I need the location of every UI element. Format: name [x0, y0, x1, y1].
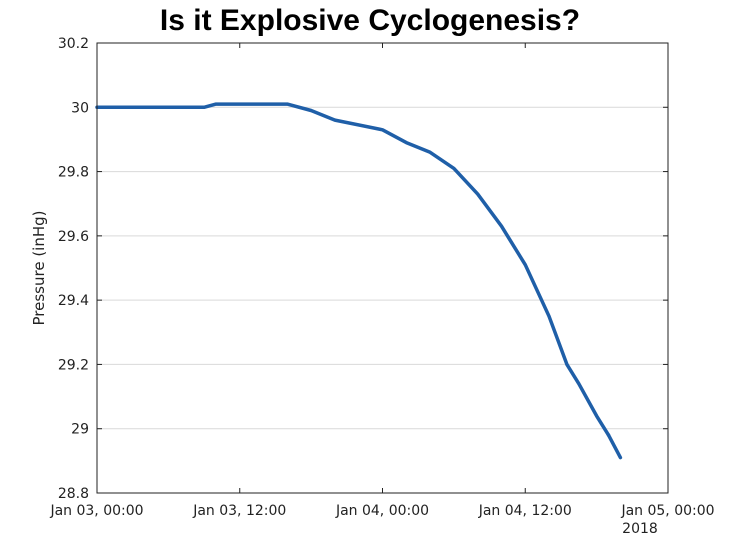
- chart-title: Is it Explosive Cyclogenesis?: [160, 4, 580, 37]
- y-tick-label: 30: [71, 100, 89, 116]
- x-tick-label: Jan 04, 00:00: [335, 503, 429, 519]
- x-axis-year-label: 2018: [622, 521, 658, 537]
- x-tick-label: Jan 05, 00:00: [620, 503, 714, 519]
- x-axis-ticks: Jan 03, 00:00 Jan 03, 12:00 Jan 04, 00:00 J…: [49, 43, 715, 519]
- y-tick-label: 29.4: [58, 293, 89, 309]
- y-tick-label: 29.2: [58, 357, 89, 373]
- series-group: [95, 102, 623, 460]
- pressure-series-line: [606, 433, 623, 460]
- gridlines: [97, 42, 668, 494]
- y-tick-label: 28.8: [58, 486, 89, 502]
- y-tick-label: 29.6: [58, 229, 89, 245]
- y-tick-label: 29: [71, 422, 89, 438]
- pressure-series-line: [95, 102, 611, 437]
- y-tick-label: 29.8: [58, 165, 89, 181]
- plot-frame: [96, 42, 669, 494]
- y-axis-label: Pressure (inHg): [30, 211, 48, 326]
- x-tick-label: Jan 03, 12:00: [192, 503, 286, 519]
- y-axis-ticks: 28.8 29 29.2 29.4 29.6 29.8 30 30.2: [58, 36, 668, 502]
- x-tick-label: Jan 03, 00:00: [49, 503, 143, 519]
- x-tick-label: Jan 04, 12:00: [478, 503, 572, 519]
- y-tick-label: 30.2: [58, 36, 89, 52]
